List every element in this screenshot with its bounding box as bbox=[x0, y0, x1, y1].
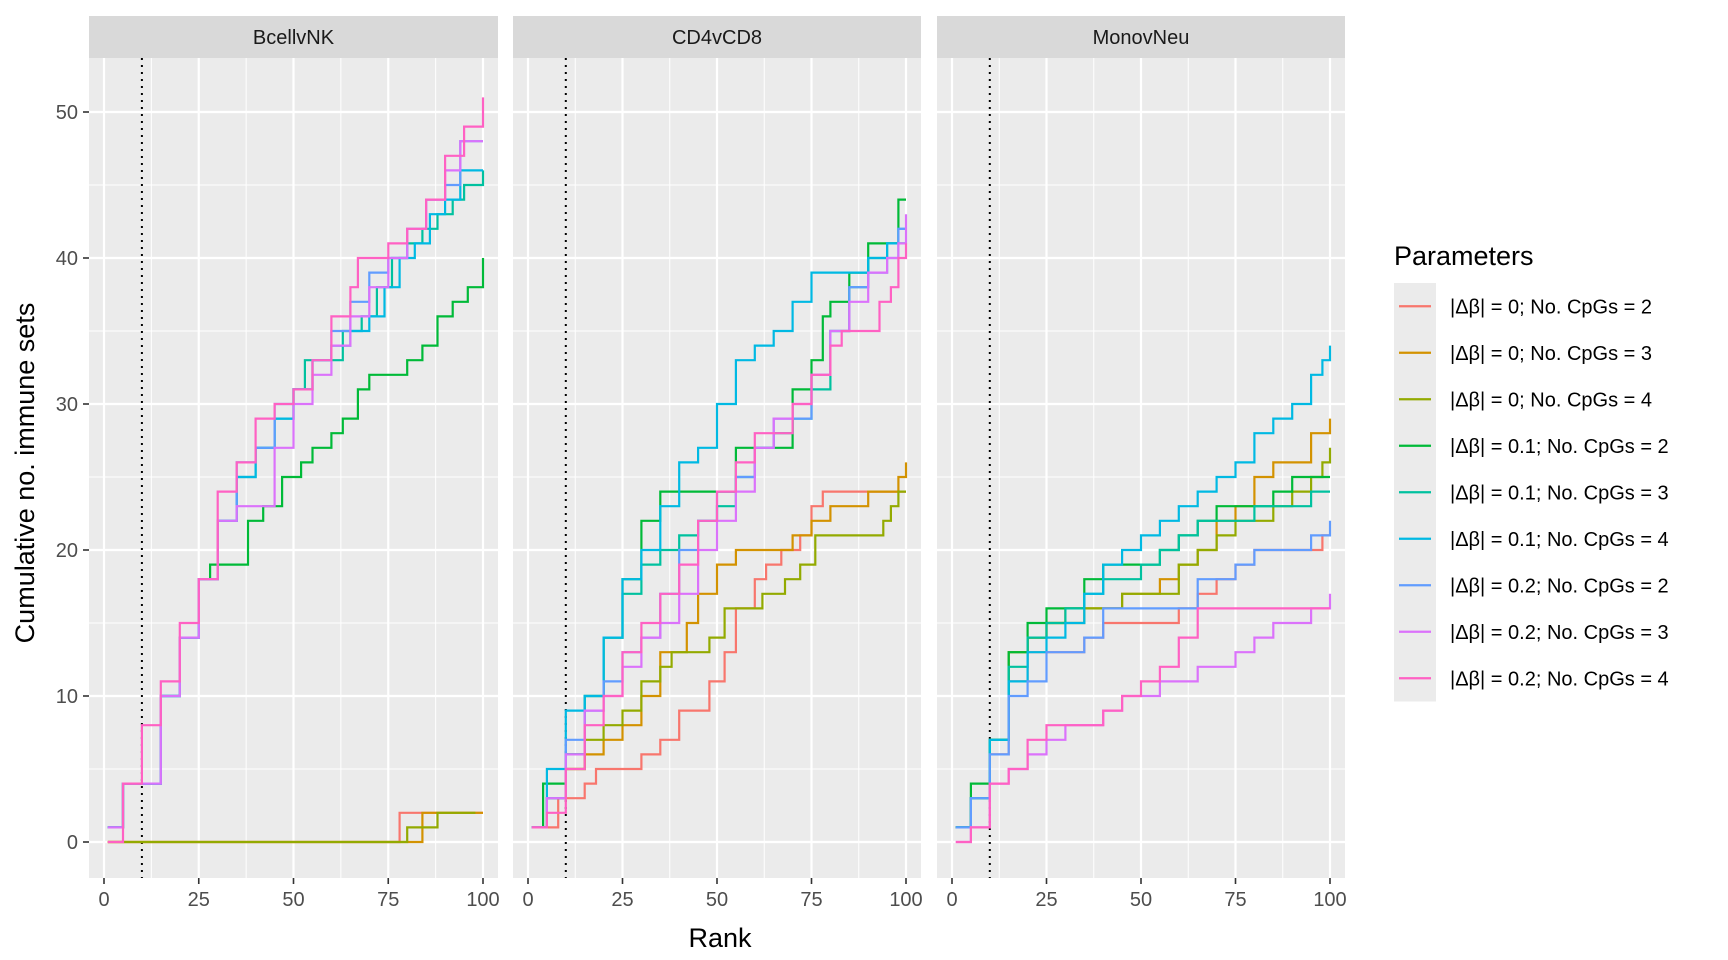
legend-item: |Δβ| = 0; No. CpGs = 4 bbox=[1394, 376, 1652, 423]
x-tick-label: 100 bbox=[466, 889, 499, 911]
x-tick-label: 75 bbox=[800, 889, 822, 911]
series-line bbox=[531, 243, 908, 829]
legend-label: |Δβ| = 0.2; No. CpGs = 2 bbox=[1450, 575, 1669, 597]
x-tick-label: 75 bbox=[1224, 889, 1246, 911]
legend-label: |Δβ| = 0; No. CpGs = 2 bbox=[1450, 296, 1652, 318]
legend-item: |Δβ| = 0; No. CpGs = 2 bbox=[1394, 283, 1652, 330]
legend-label: |Δβ| = 0.1; No. CpGs = 3 bbox=[1450, 482, 1669, 504]
legend-item: |Δβ| = 0; No. CpGs = 3 bbox=[1394, 329, 1652, 376]
series-line bbox=[955, 520, 1332, 829]
y-axis-title: Cumulative no. immune sets bbox=[10, 303, 40, 644]
series-line bbox=[107, 97, 485, 844]
x-tick-label: 0 bbox=[98, 889, 109, 911]
x-tick-label: 50 bbox=[706, 889, 728, 911]
y-tick-label: 0 bbox=[67, 832, 78, 854]
legend-label: |Δβ| = 0; No. CpGs = 3 bbox=[1450, 343, 1652, 365]
x-tick-label: 25 bbox=[1035, 889, 1057, 911]
legend-label: |Δβ| = 0.1; No. CpGs = 2 bbox=[1450, 436, 1669, 458]
x-tick-label: 100 bbox=[889, 889, 922, 911]
x-tick-label: 50 bbox=[1130, 889, 1152, 911]
facet-title: CD4vCD8 bbox=[672, 27, 762, 49]
x-tick-label: 75 bbox=[377, 889, 399, 911]
legend-label: |Δβ| = 0.2; No. CpGs = 3 bbox=[1450, 622, 1669, 644]
legend-item: |Δβ| = 0.1; No. CpGs = 4 bbox=[1394, 515, 1669, 562]
facet-panel: MonovNeu 0 25 50 75 100 bbox=[937, 16, 1347, 911]
series-line bbox=[107, 811, 476, 844]
legend: Parameters |Δβ| = 0; No. CpGs = 2|Δβ| = … bbox=[1394, 241, 1669, 702]
facet-title: BcellvNK bbox=[253, 27, 335, 49]
x-tick-label: 0 bbox=[522, 889, 533, 911]
x-axis-title: Rank bbox=[688, 923, 752, 953]
y-tick-label: 30 bbox=[56, 394, 78, 416]
y-tick-label: 20 bbox=[56, 540, 78, 562]
facet-strip bbox=[513, 16, 921, 58]
facet-panels: BcellvNK 0 25 50 75 100 0 10 20 30 40 50 CD4vCD8 0 25 5… bbox=[56, 16, 1347, 911]
legend-item: |Δβ| = 0.1; No. CpGs = 3 bbox=[1394, 469, 1669, 516]
legend-label: |Δβ| = 0.1; No. CpGs = 4 bbox=[1450, 529, 1669, 551]
facet-strip bbox=[89, 16, 498, 58]
y-tick-label: 10 bbox=[56, 686, 78, 708]
x-tick-label: 25 bbox=[611, 889, 633, 911]
legend-title: Parameters bbox=[1394, 241, 1534, 271]
legend-label: |Δβ| = 0.2; No. CpGs = 4 bbox=[1450, 668, 1669, 690]
y-tick-label: 50 bbox=[56, 102, 78, 124]
x-tick-label: 25 bbox=[188, 889, 210, 911]
legend-item: |Δβ| = 0.2; No. CpGs = 2 bbox=[1394, 562, 1669, 609]
legend-item: |Δβ| = 0.1; No. CpGs = 2 bbox=[1394, 422, 1669, 469]
facet-strip bbox=[937, 16, 1345, 58]
legend-items: |Δβ| = 0; No. CpGs = 2 |Δβ| = 0; No. CpGs… bbox=[1394, 283, 1669, 702]
legend-item: |Δβ| = 0.2; No. CpGs = 4 bbox=[1394, 655, 1669, 702]
facet-panel: CD4vCD8 0 25 50 75 100 bbox=[513, 16, 923, 911]
series-line bbox=[955, 607, 1330, 844]
x-tick-label: 0 bbox=[946, 889, 957, 911]
x-tick-label: 50 bbox=[282, 889, 304, 911]
facet-panel: BcellvNK 0 25 50 75 100 0 10 20 30 40 50 bbox=[56, 16, 500, 911]
y-tick-label: 40 bbox=[56, 248, 78, 270]
facet-title: MonovNeu bbox=[1093, 27, 1190, 49]
series-line bbox=[531, 490, 906, 829]
legend-item: |Δβ| = 0.2; No. CpGs = 3 bbox=[1394, 608, 1669, 655]
legend-label: |Δβ| = 0; No. CpGs = 4 bbox=[1450, 389, 1652, 411]
x-tick-label: 100 bbox=[1313, 889, 1346, 911]
series-line bbox=[531, 462, 908, 829]
series-line bbox=[531, 227, 906, 829]
series-line bbox=[531, 490, 906, 829]
